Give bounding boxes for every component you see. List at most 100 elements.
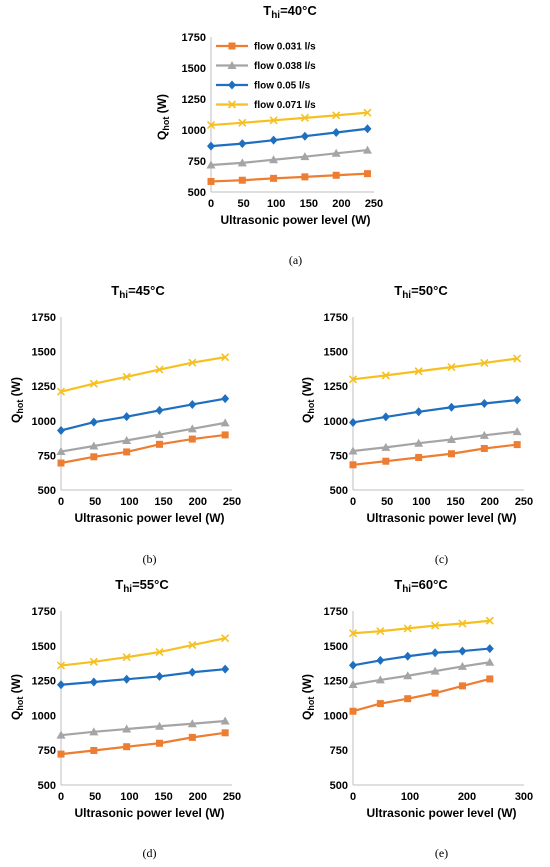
data-point-b bbox=[332, 111, 341, 120]
data-point bbox=[188, 435, 196, 443]
data-point-b bbox=[206, 120, 216, 130]
chart-title-main: T bbox=[115, 577, 123, 592]
data-point-b bbox=[56, 387, 66, 396]
y-tick-label: 1000 bbox=[182, 125, 206, 137]
data-point bbox=[431, 648, 440, 658]
chart-panel-5: Thi=60°C 500 750 1000 1250 1500 1750 0 100 200 300… bbox=[300, 577, 533, 860]
chart-title-rest: =40°C bbox=[280, 3, 317, 18]
data-point bbox=[363, 124, 372, 134]
legend-marker bbox=[227, 61, 237, 69]
x-axis-label: Ultrasonic power level (W) bbox=[74, 511, 224, 525]
data-point-b bbox=[238, 118, 247, 127]
y-tick-label: 1500 bbox=[324, 347, 348, 359]
data-point bbox=[155, 671, 164, 681]
data-point bbox=[349, 417, 357, 427]
y-axis-label-sub: hot bbox=[15, 697, 25, 711]
data-point bbox=[123, 448, 131, 456]
x-tick-label: 250 bbox=[515, 496, 533, 508]
data-point bbox=[238, 118, 247, 127]
data-point bbox=[458, 682, 466, 690]
series-line bbox=[60, 356, 226, 393]
y-axis-label-sub: hot bbox=[161, 117, 171, 131]
y-axis-label: Qhot (W) bbox=[9, 674, 25, 720]
data-point bbox=[414, 438, 424, 447]
y-tick-label: 500 bbox=[330, 485, 348, 497]
data-point bbox=[403, 671, 413, 680]
data-point bbox=[485, 616, 494, 625]
chart-title-sub: hi bbox=[123, 584, 132, 595]
data-point-b bbox=[485, 616, 494, 625]
y-axis-label-main: Q bbox=[300, 414, 314, 423]
data-point bbox=[221, 634, 230, 643]
data-point-b bbox=[513, 354, 522, 363]
data-point bbox=[89, 379, 98, 388]
series-line bbox=[60, 421, 226, 453]
chart-title: Thi=50°C bbox=[394, 283, 448, 301]
data-point bbox=[238, 176, 246, 184]
y-axis-label-sub: hot bbox=[306, 697, 316, 711]
data-point bbox=[122, 412, 131, 422]
data-point-b bbox=[300, 113, 309, 122]
data-point bbox=[221, 394, 230, 404]
data-point bbox=[381, 371, 390, 380]
data-point bbox=[123, 743, 131, 751]
y-axis-label: Qhot (W) bbox=[300, 377, 316, 423]
data-point bbox=[188, 667, 197, 677]
data-point bbox=[403, 624, 412, 633]
data-point-b bbox=[447, 363, 456, 372]
series-line bbox=[60, 731, 226, 756]
chart-title-main: T bbox=[111, 283, 119, 298]
data-point-b bbox=[458, 619, 467, 628]
y-tick-label: 750 bbox=[330, 450, 348, 462]
data-point bbox=[332, 111, 341, 120]
series-line bbox=[352, 398, 518, 424]
y-axis-label-main: Q bbox=[155, 131, 169, 140]
data-point-b bbox=[89, 657, 98, 666]
data-point bbox=[486, 675, 494, 683]
series-line bbox=[60, 433, 226, 465]
y-tick-label: 750 bbox=[330, 745, 348, 757]
x-tick-label: 50 bbox=[89, 496, 101, 508]
legend-label: flow 0.071 l/s bbox=[254, 100, 316, 111]
series-line bbox=[60, 637, 226, 667]
chart-panel-2: Thi=45°C 500 750 1000 1250 1500 1750 0 50 100 150 2… bbox=[9, 283, 241, 566]
data-point-b bbox=[122, 653, 131, 662]
data-point-b bbox=[122, 372, 131, 381]
data-point bbox=[375, 675, 385, 684]
data-point bbox=[221, 353, 230, 362]
chart-title-main: T bbox=[263, 3, 271, 18]
x-axis-label: Ultrasonic power level (W) bbox=[220, 213, 370, 227]
panel-caption: (c) bbox=[435, 552, 448, 566]
data-point bbox=[269, 116, 278, 125]
data-point bbox=[363, 108, 372, 117]
series-line bbox=[352, 443, 518, 466]
panel-caption: (d) bbox=[143, 846, 157, 860]
data-point bbox=[404, 695, 412, 703]
data-point bbox=[270, 174, 278, 182]
data-point bbox=[300, 131, 309, 141]
data-point bbox=[485, 657, 495, 666]
data-point bbox=[382, 457, 390, 465]
legend-marker bbox=[228, 42, 236, 50]
data-point bbox=[155, 440, 163, 448]
data-point bbox=[348, 679, 358, 688]
data-point-b bbox=[155, 365, 164, 374]
data-point-b bbox=[431, 621, 440, 630]
y-axis-label-main: Q bbox=[9, 414, 23, 423]
data-point-b bbox=[414, 367, 423, 376]
series-line bbox=[60, 668, 226, 686]
x-tick-label: 150 bbox=[300, 198, 318, 210]
y-tick-label: 750 bbox=[38, 745, 56, 757]
x-tick-label: 200 bbox=[189, 496, 207, 508]
data-point-b bbox=[348, 629, 358, 638]
y-axis-label: Qhot (W) bbox=[155, 94, 171, 140]
x-tick-label: 100 bbox=[267, 198, 285, 210]
y-tick-label: 1500 bbox=[324, 641, 348, 653]
chart-title: Thi=60°C bbox=[394, 577, 448, 595]
chart-title-rest: =55°C bbox=[132, 577, 169, 592]
y-axis-label: Qhot (W) bbox=[9, 377, 25, 423]
data-point bbox=[458, 619, 467, 628]
legend-label: flow 0.031 l/s bbox=[254, 42, 316, 53]
x-axis-label: Ultrasonic power level (W) bbox=[366, 806, 516, 820]
